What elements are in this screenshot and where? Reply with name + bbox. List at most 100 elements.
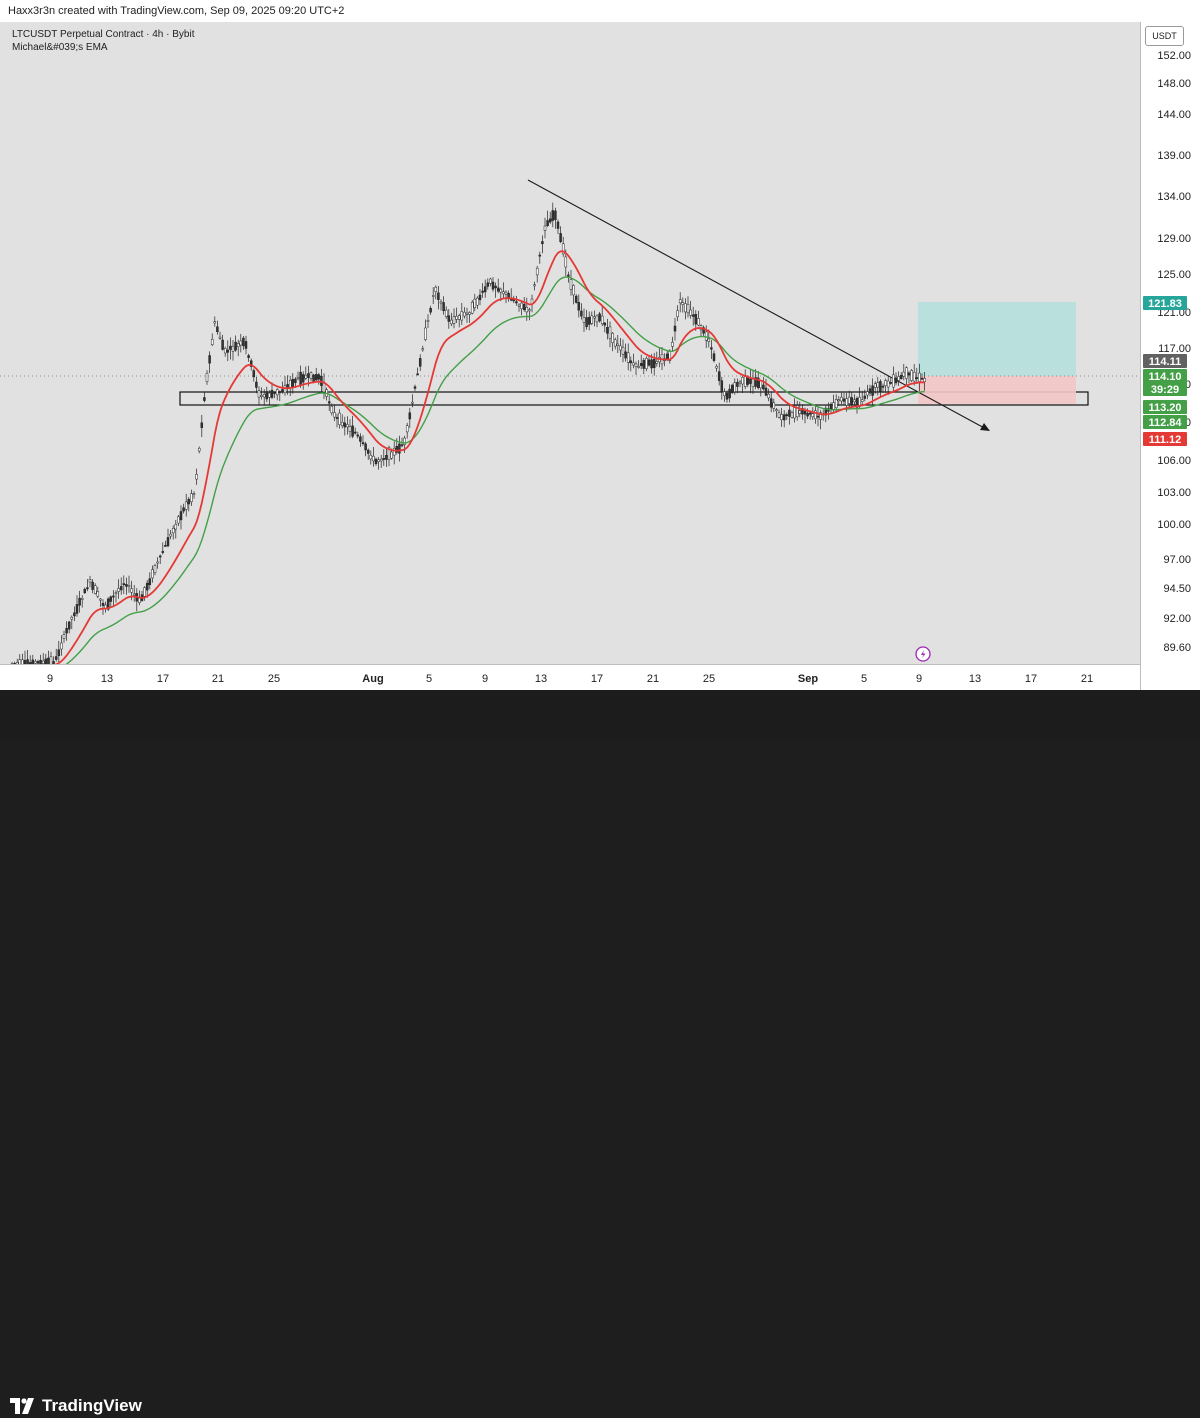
candle-body [471,302,473,313]
candle-body [554,211,556,220]
candle-body [456,316,458,319]
currency-button[interactable]: USDT [1145,26,1184,46]
candle-body [292,379,294,387]
candle-body [398,444,400,453]
candle-body [393,448,395,455]
candle-body [713,354,715,361]
candle-body [653,359,655,367]
candle-body [344,423,346,427]
candle-body [752,379,754,387]
candle-body [123,584,125,585]
tradingview-logo[interactable]: TradingView [10,1394,142,1418]
candle-body [185,502,187,509]
candle-body [71,617,73,619]
candle-body [708,339,710,342]
time-tick-label: 21 [212,673,224,685]
candle-body [60,643,62,649]
candle-body [331,406,333,413]
candle-body [206,373,208,381]
candle-body [115,593,117,594]
candle-body [643,360,645,368]
candle-body [601,316,603,324]
candle-body [695,314,697,324]
price-tick-label: 139.00 [1157,150,1191,162]
candle-body [341,422,343,425]
candle-body [895,378,897,383]
candle-body [268,393,270,397]
chart-canvas[interactable] [0,22,1140,664]
time-tick-label: 21 [1081,673,1093,685]
candle-body [463,312,465,316]
candle-body [255,382,257,388]
candle-body [287,384,289,387]
candle-body [630,361,632,363]
candle-body [81,598,83,599]
candle-body [591,316,593,324]
candle-body [924,378,926,381]
candle-body [773,403,775,409]
candle-body [92,582,94,590]
candle-body [619,346,621,350]
candle-body [762,385,764,389]
time-tick-label: 13 [969,673,981,685]
candle-body [365,444,367,450]
candle-body [391,452,393,458]
candle-body [760,381,762,388]
price-label-badge: 113.20 [1143,400,1187,414]
candle-body [770,399,772,408]
stop-zone[interactable] [918,376,1076,404]
symbol-title[interactable]: LTCUSDT Perpetual Contract · 4h · Bybit [12,28,194,41]
candle-body [248,356,250,358]
candle-body [461,311,463,320]
price-tick-label: 152.00 [1157,50,1191,62]
candle-body [583,318,585,323]
candle-body [638,366,640,367]
candle-body [882,386,884,387]
candle-body [783,415,785,420]
candle-body [482,291,484,293]
candle-body [445,310,447,317]
candle-body [781,415,783,420]
chart-window: Haxx3r3n created with TradingView.com, S… [0,0,1200,740]
candle-body [318,375,320,380]
candle-body [838,400,840,401]
candle-body [593,317,595,318]
candle-body [112,596,114,597]
candle-body [710,348,712,350]
candle-body [469,313,471,315]
candle-body [523,304,525,310]
candle-body [359,437,361,442]
chart-legend[interactable]: LTCUSDT Perpetual Contract · 4h · Bybit … [12,28,194,54]
chart-pane[interactable] [0,22,1140,664]
price-tick-label: 103.00 [1157,487,1191,499]
time-tick-label: 13 [101,673,113,685]
candle-body [258,391,260,398]
candle-body [476,298,478,305]
candle-body [736,382,738,386]
candle-body [144,588,146,597]
brand-name: TradingView [42,1396,142,1416]
candle-body [211,339,213,344]
candle-body [505,292,507,294]
price-tick-label: 134.00 [1157,191,1191,203]
candle-body [508,293,510,297]
indicator-title[interactable]: Michael&#039;s EMA [12,41,194,54]
target-zone[interactable] [918,302,1076,376]
candle-body [183,508,185,511]
credit-text: Haxx3r3n created with TradingView.com, S… [8,5,344,17]
tradingview-logo-icon [10,1398,36,1414]
candle-body [409,413,411,419]
candle-body [528,310,530,311]
candle-body [349,427,351,432]
candle-body [435,287,437,292]
candle-body [219,337,221,338]
candle-body [586,318,588,327]
price-tick-label: 94.50 [1163,583,1191,595]
lightning-icon[interactable] [916,647,930,661]
candle-body [614,340,616,346]
candle-body [890,382,892,383]
candle-body [682,303,684,305]
candle-body [547,221,549,226]
